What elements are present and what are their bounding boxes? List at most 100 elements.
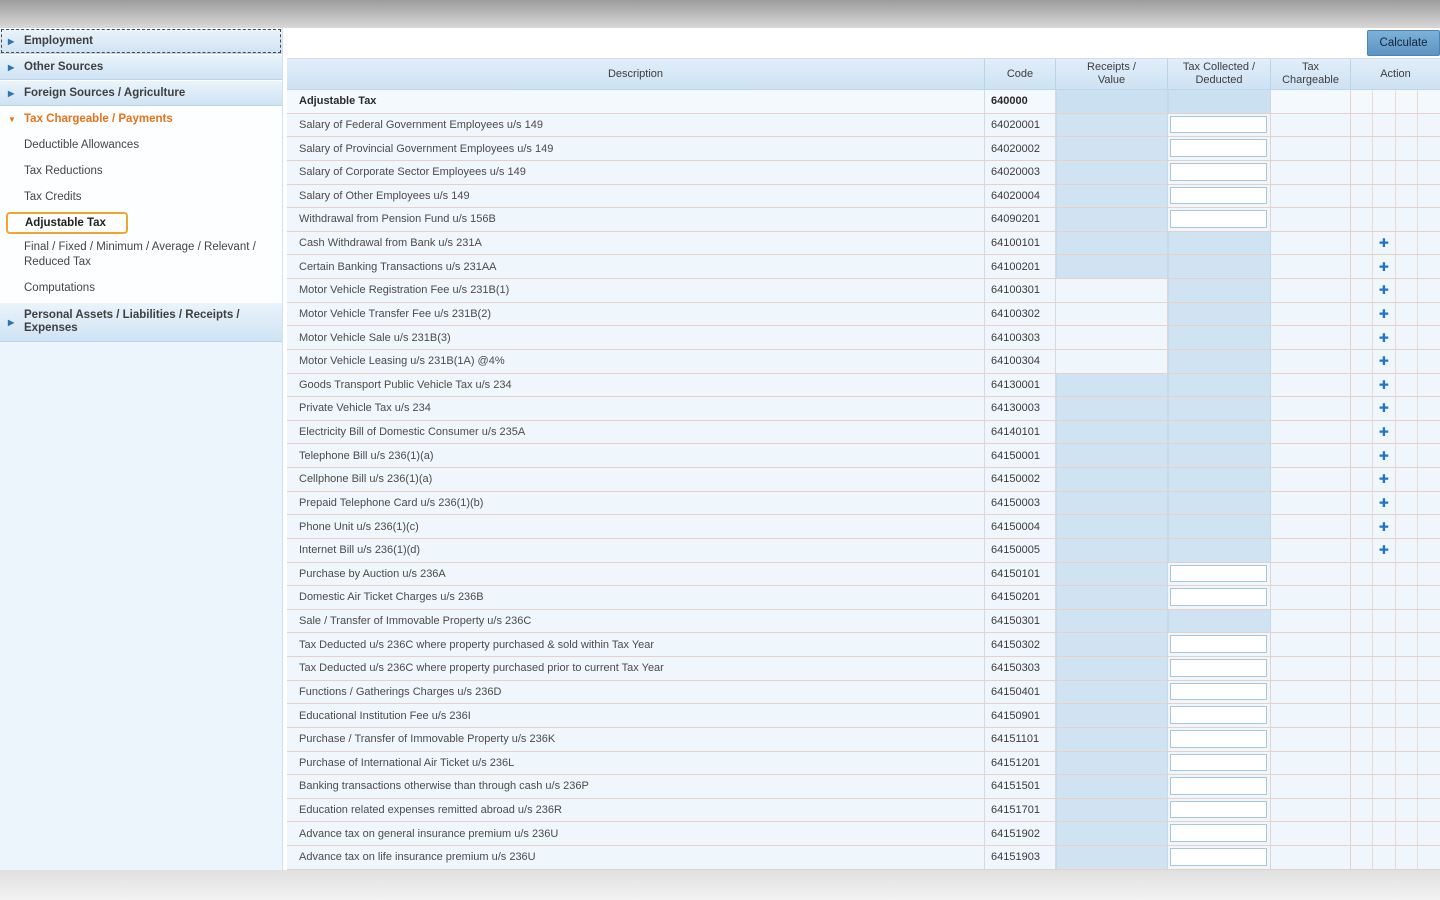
sidebar-item-other-sources[interactable]: ▶ Other Sources — [0, 54, 282, 80]
tax-collected-cell — [1168, 90, 1271, 113]
action-subcell — [1396, 846, 1418, 869]
receipts-value-cell — [1056, 822, 1168, 845]
action-subcell — [1351, 279, 1374, 302]
description-cell: Tax Deducted u/s 236C where property pur… — [287, 657, 985, 680]
receipts-value-cell — [1056, 326, 1168, 349]
action-cell: ✚ — [1351, 302, 1440, 326]
tax-collected-input[interactable] — [1170, 659, 1267, 677]
tax-collected-cell — [1168, 349, 1271, 373]
tax-collected-input[interactable] — [1170, 115, 1267, 134]
action-subcell: ✚ — [1373, 397, 1396, 420]
action-subcell — [1396, 775, 1418, 798]
action-subcell — [1396, 160, 1418, 184]
code-cell: 64151101 — [985, 727, 1056, 751]
description-cell: Functions / Gatherings Charges u/s 236D — [287, 680, 985, 704]
sidebar-item-tax-chargeable-payments[interactable]: ▼ Tax Chargeable / Payments — [0, 106, 282, 132]
receipts-value-cell — [1056, 846, 1168, 869]
sidebar-item-tax-reductions[interactable]: Tax Reductions — [0, 158, 282, 184]
tax-collected-input[interactable] — [1170, 729, 1267, 748]
code-cell: 64090201 — [985, 208, 1056, 231]
tax-collected-cell — [1168, 633, 1271, 656]
code-cell: 64151201 — [985, 751, 1056, 775]
table-row: Motor Vehicle Leasing u/s 231B(1A) @4% 64… — [287, 349, 1440, 374]
sidebar-item-computations[interactable]: Computations — [0, 274, 282, 302]
action-subcell — [1418, 326, 1440, 349]
action-subcell — [1418, 775, 1440, 798]
sidebar-item-final-fixed-minimum-average-relevant-reduced-tax[interactable]: Final / Fixed / Minimum / Average / Rele… — [0, 236, 282, 274]
tax-chargeable-cell — [1271, 727, 1351, 751]
code-cell: 64150003 — [985, 491, 1056, 515]
action-cell — [1351, 208, 1440, 231]
tax-collected-input[interactable] — [1170, 800, 1267, 819]
add-row-plus-icon[interactable]: ✚ — [1378, 543, 1389, 558]
add-row-plus-icon[interactable]: ✚ — [1378, 283, 1389, 298]
description-cell: Prepaid Telephone Card u/s 236(1)(b) — [287, 491, 985, 515]
code-cell: 64150101 — [985, 562, 1056, 586]
description-cell: Salary of Federal Government Employees u… — [287, 113, 985, 137]
add-row-plus-icon[interactable]: ✚ — [1378, 259, 1389, 274]
add-row-plus-icon[interactable]: ✚ — [1378, 495, 1389, 510]
table-row: Phone Unit u/s 236(1)(c) 64150004 ✚ — [287, 515, 1440, 539]
tax-collected-input[interactable] — [1170, 824, 1267, 842]
action-subcell — [1373, 798, 1396, 822]
tax-collected-input[interactable] — [1170, 706, 1267, 724]
code-cell: 64150303 — [985, 657, 1056, 680]
add-row-plus-icon[interactable]: ✚ — [1378, 519, 1389, 534]
action-subcell: ✚ — [1373, 302, 1396, 326]
action-subcell — [1351, 137, 1374, 160]
tax-collected-input[interactable] — [1170, 564, 1267, 583]
tax-collected-cell — [1168, 231, 1271, 255]
add-row-plus-icon[interactable]: ✚ — [1378, 472, 1389, 487]
tax-chargeable-cell — [1271, 822, 1351, 845]
column-header-tax-collected-deducted: Tax Collected / Deducted — [1168, 59, 1271, 89]
receipts-value-cell — [1056, 255, 1168, 278]
sidebar-item-deductible-allowances[interactable]: Deductible Allowances — [0, 132, 282, 158]
tax-chargeable-cell — [1271, 160, 1351, 184]
add-row-plus-icon[interactable]: ✚ — [1378, 425, 1389, 440]
tax-collected-input[interactable] — [1170, 588, 1267, 606]
action-subcell — [1418, 633, 1440, 656]
tax-collected-input[interactable] — [1170, 162, 1267, 181]
action-cell — [1351, 775, 1440, 798]
tax-collected-input[interactable] — [1170, 210, 1267, 228]
code-cell: 64020004 — [985, 184, 1056, 208]
calculate-button[interactable]: Calculate — [1367, 30, 1440, 56]
tax-chargeable-cell — [1271, 468, 1351, 491]
sidebar-item-tax-credits[interactable]: Tax Credits — [0, 184, 282, 210]
add-row-plus-icon[interactable]: ✚ — [1378, 401, 1389, 416]
action-subcell — [1418, 374, 1440, 397]
sidebar-item-employment[interactable]: ▶ Employment — [0, 28, 282, 54]
add-row-plus-icon[interactable]: ✚ — [1378, 306, 1389, 321]
add-row-plus-icon[interactable]: ✚ — [1378, 377, 1389, 392]
action-subcell — [1396, 184, 1418, 208]
receipts-value-cell — [1056, 420, 1168, 444]
tax-chargeable-cell — [1271, 515, 1351, 538]
code-cell: 64100201 — [985, 255, 1056, 278]
add-row-plus-icon[interactable]: ✚ — [1378, 448, 1389, 463]
sidebar-item-foreign-sources-agriculture[interactable]: ▶ Foreign Sources / Agriculture — [0, 80, 282, 106]
action-subcell — [1396, 397, 1418, 420]
code-cell: 64020001 — [985, 113, 1056, 137]
description-cell: Domestic Air Ticket Charges u/s 236B — [287, 586, 985, 609]
tax-collected-input[interactable] — [1170, 753, 1267, 772]
add-row-plus-icon[interactable]: ✚ — [1378, 354, 1389, 369]
tax-chargeable-cell — [1271, 397, 1351, 420]
receipts-value-cell — [1056, 727, 1168, 751]
action-subcell — [1351, 515, 1374, 538]
tax-collected-input[interactable] — [1170, 139, 1267, 157]
action-subcell: ✚ — [1373, 491, 1396, 515]
description-cell: Motor Vehicle Sale u/s 231B(3) — [287, 326, 985, 349]
tax-collected-input[interactable] — [1170, 682, 1267, 701]
sidebar-item-adjustable-tax[interactable]: Adjustable Tax — [0, 210, 282, 236]
tax-collected-input[interactable] — [1170, 635, 1267, 653]
tax-collected-input[interactable] — [1170, 186, 1267, 205]
tax-chargeable-cell — [1271, 680, 1351, 704]
tax-collected-input[interactable] — [1170, 777, 1267, 795]
tax-collected-input[interactable] — [1170, 848, 1267, 866]
description-cell: Certain Banking Transactions u/s 231AA — [287, 255, 985, 278]
sidebar-item-personal-assets-liabilities-receipts-expenses[interactable]: ▶ Personal Assets / Liabilities / Receipt… — [0, 302, 282, 342]
add-row-plus-icon[interactable]: ✚ — [1378, 330, 1389, 345]
tax-chargeable-cell — [1271, 279, 1351, 302]
add-row-plus-icon[interactable]: ✚ — [1378, 236, 1389, 251]
action-subcell — [1351, 680, 1374, 704]
